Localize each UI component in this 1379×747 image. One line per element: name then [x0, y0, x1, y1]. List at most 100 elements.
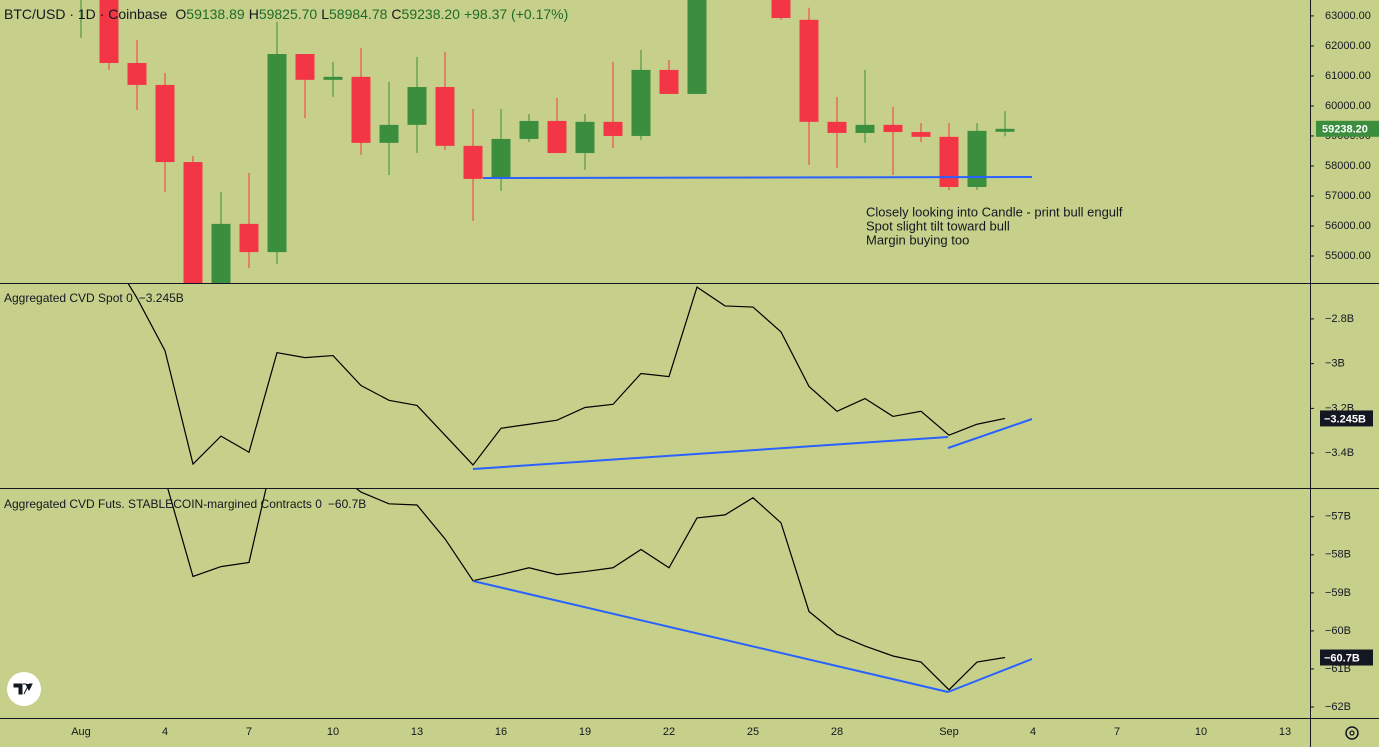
pane-title: Aggregated CVD Futs. STABLECOIN-margined…: [4, 497, 366, 511]
change: +98.37 (+0.17%): [464, 6, 568, 22]
y-tick-label: 62000.00: [1325, 40, 1371, 52]
annotation: Margin buying too: [866, 232, 969, 247]
candle-body: [967, 130, 987, 187]
trendline: [947, 418, 1033, 449]
last-price-label: 59238.20: [1322, 124, 1368, 136]
candle-body: [239, 223, 259, 253]
y-tick-label: −3.4B: [1325, 447, 1354, 459]
ohlc-value: 59238.20: [402, 6, 461, 22]
y-tick-label: −62B: [1325, 701, 1351, 713]
gear-center: [1349, 730, 1355, 736]
candle-body: [155, 84, 175, 163]
ohlc-key: C: [391, 6, 401, 22]
x-tick-label: 28: [831, 726, 843, 738]
logo[interactable]: [7, 672, 41, 706]
candle-body: [323, 76, 343, 80]
last-value-label: −60.7B: [1324, 652, 1360, 664]
logo-glyph: [13, 683, 33, 695]
candle-body: [995, 128, 1015, 132]
x-tick-label: 16: [495, 726, 507, 738]
x-tick-label: 7: [1114, 726, 1120, 738]
x-tick-label: 7: [246, 726, 252, 738]
candle-body: [911, 132, 931, 137]
candle-body: [183, 162, 203, 283]
candle-body: [939, 136, 959, 187]
x-tick-label: Sep: [939, 726, 959, 738]
indicator-value: −60.7B: [328, 497, 366, 511]
candle-body: [379, 124, 399, 143]
line: [127, 284, 1006, 466]
candle-body: [351, 76, 371, 143]
y-tick-label: 55000.00: [1325, 250, 1371, 262]
ohlc-value: 58984.78: [329, 6, 388, 22]
drawings: [472, 176, 1033, 693]
last-value-label: −3.245B: [1324, 413, 1366, 425]
last-price-badge: [1316, 120, 1379, 137]
y-tick-label: −57B: [1325, 511, 1351, 523]
y-tick-label: 61000.00: [1325, 70, 1371, 82]
x-tick-label: 10: [1195, 726, 1207, 738]
candle-body: [547, 120, 567, 154]
y-tick-label: 56000.00: [1325, 220, 1371, 232]
candle-body: [827, 121, 847, 133]
candle-body: [99, 0, 119, 64]
y-tick-label: −61B: [1325, 663, 1351, 675]
y-tick-label: −60B: [1325, 625, 1351, 637]
annotation: Spot slight tilt toward bull: [866, 218, 1010, 233]
candle-body: [855, 124, 875, 133]
candle-body: [883, 124, 903, 133]
line: [167, 489, 1006, 691]
y-tick-label: 57000.00: [1325, 190, 1371, 202]
candle-body: [435, 87, 455, 146]
symbol: BTC/USD · 1D · Coinbase: [4, 6, 168, 22]
trendline: [472, 580, 949, 693]
ohlc-value: 59138.89: [186, 6, 245, 22]
candle-body: [659, 69, 679, 94]
settings-button[interactable]: [1345, 726, 1359, 740]
trendline: [472, 436, 949, 470]
y-tick-label: −3B: [1325, 358, 1345, 370]
trendline: [947, 658, 1033, 693]
indicator-name: Aggregated CVD Futs. STABLECOIN-margined…: [4, 497, 322, 511]
candle-body: [267, 54, 287, 253]
annotation: Closely looking into Candle - print bull…: [866, 204, 1123, 219]
y-tick-label: 60000.00: [1325, 100, 1371, 112]
x-tick-label: 19: [579, 726, 591, 738]
candle-body: [575, 121, 595, 154]
indicator-value: −3.245B: [139, 291, 184, 305]
x-tick-label: 4: [1030, 726, 1036, 738]
last-value-badge: [1320, 649, 1373, 666]
x-tick-label: 4: [162, 726, 168, 738]
header: BTC/USD · 1D · Coinbase O59138.89 H59825.7…: [4, 6, 568, 22]
candle-body: [771, 0, 791, 19]
y-tick-label: −2.8B: [1325, 313, 1354, 325]
pane: [80, 0, 1015, 283]
candle-body: [127, 63, 147, 85]
y-tick-label: −58B: [1325, 549, 1351, 561]
ohlc-value: 59825.70: [259, 6, 318, 22]
indicator-name: Aggregated CVD Spot 0: [4, 291, 133, 305]
candle-body: [603, 121, 623, 136]
gear: [1345, 726, 1359, 740]
ohlc-key: L: [321, 6, 329, 22]
y-tick-label: 63000.00: [1325, 10, 1371, 22]
x-tick-label: 13: [411, 726, 423, 738]
x-tick-label: Aug: [71, 726, 91, 738]
y-tick-label: 58000.00: [1325, 160, 1371, 172]
last-value-badge: [1320, 410, 1373, 427]
candle-body: [519, 120, 539, 139]
y-tick-label: −59B: [1325, 587, 1351, 599]
x-tick-label: 10: [327, 726, 339, 738]
candle-body: [295, 54, 315, 80]
x-tick-label: 13: [1279, 726, 1291, 738]
candle-body: [799, 19, 819, 122]
pane: [167, 489, 1006, 691]
plot: Aug 4 7 10 13 16 19 22 25 28 Sep 4 7 10 13 55000.00 5600…: [71, 0, 1379, 738]
ohlc-key: O: [175, 6, 186, 22]
candle-body: [211, 223, 231, 283]
trendline: [482, 176, 1033, 179]
x-tick-label: 25: [747, 726, 759, 738]
candle-body: [407, 87, 427, 125]
